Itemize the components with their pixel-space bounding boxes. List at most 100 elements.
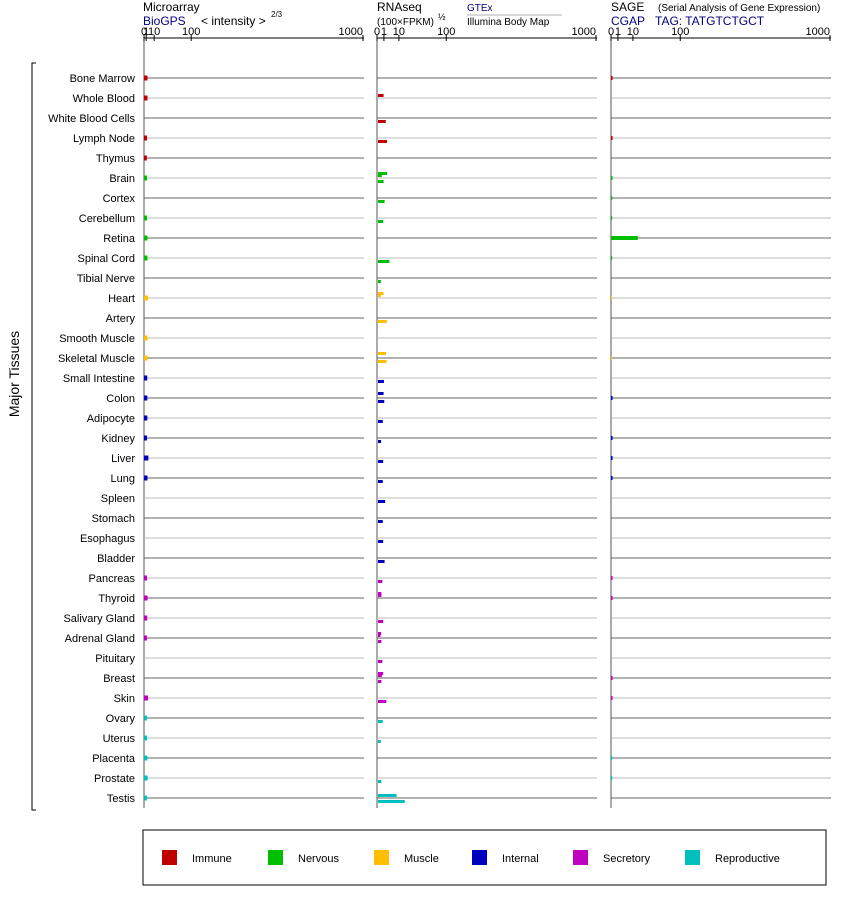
microarray-bar: [144, 575, 147, 581]
legend-swatch: [374, 850, 389, 865]
bars-layer: [144, 75, 638, 803]
rnaseq-extra-bar: [378, 392, 384, 395]
microarray-bar: [144, 395, 148, 401]
rnaseq-extra-bar: [378, 172, 388, 175]
tissue-bracket: [31, 62, 36, 811]
rnaseq-tick-label: 1000: [572, 26, 596, 38]
rnaseq-extra-bar: [378, 592, 382, 595]
microarray-bar: [144, 215, 147, 221]
sage-tick-label: 10: [627, 26, 639, 38]
tissue-label: Prostate: [94, 773, 135, 785]
gtex-link[interactable]: GTEx: [467, 3, 493, 14]
microarray-bar: [144, 295, 149, 301]
rnaseq-extra-bar: [378, 632, 382, 635]
rnaseq-illumina-bar: [378, 360, 387, 363]
tissue-label: Thyroid: [98, 593, 135, 605]
microarray-bar: [144, 435, 147, 441]
microarray-bar: [144, 255, 148, 261]
tissue-label: Cerebellum: [79, 213, 135, 225]
tissue-label: Tibial Nerve: [77, 273, 135, 285]
tissue-label: Adrenal Gland: [65, 633, 135, 645]
rnaseq-illumina-bar: [378, 400, 385, 403]
rnaseq-illumina-bar: [378, 220, 384, 223]
tissue-label: Spinal Cord: [78, 253, 135, 265]
rnaseq-gtex-bar: [378, 294, 381, 297]
illumina-label: Illumina Body Map: [467, 17, 550, 28]
sage-bar: [611, 676, 613, 680]
tissue-label: Skin: [114, 693, 135, 705]
microarray-bar: [144, 595, 148, 601]
rnaseq-illumina-bar: [378, 580, 383, 583]
sage-title: SAGE: [611, 0, 644, 14]
rnaseq-gtex-bar: [378, 674, 382, 677]
tissue-label: Skeletal Muscle: [58, 353, 135, 365]
tissue-label: Spleen: [101, 493, 135, 505]
rnaseq-illumina-bar: [378, 800, 405, 803]
microarray-bar: [144, 795, 147, 801]
sage-bar: [611, 396, 613, 400]
sage-bar: [611, 696, 613, 700]
rnaseq-gtex-bar: [378, 634, 381, 637]
legend-label: Secretory: [603, 853, 651, 865]
biogps-link[interactable]: BioGPS: [143, 14, 186, 28]
rnaseq-illumina-bar: [378, 500, 386, 503]
rnaseq-tick-label: 100: [437, 26, 455, 38]
cgap-link[interactable]: CGAP: [611, 14, 645, 28]
tissue-label: Testis: [107, 793, 136, 805]
rnaseq-illumina-bar: [378, 700, 387, 703]
microarray-tick-label: 100: [182, 26, 200, 38]
sage-bar: [611, 596, 613, 600]
rnaseq-illumina-bar: [378, 420, 383, 423]
sage-bar: [611, 216, 613, 220]
rnaseq-illumina-bar: [378, 380, 384, 383]
microarray-bar: [144, 455, 149, 461]
legend: Immune Nervous Muscle Internal Secretory Repr…: [162, 850, 780, 865]
rnaseq-illumina-bar: [378, 460, 384, 463]
sage-bar: [611, 196, 613, 200]
sage-bar: [611, 576, 613, 580]
tissue-label: Breast: [103, 673, 135, 685]
tissue-label: Bone Marrow: [70, 73, 135, 85]
rnaseq-illumina-bar: [378, 140, 388, 143]
microarray-title: Microarray: [143, 0, 200, 14]
rnaseq-illumina-bar: [378, 720, 383, 723]
rnaseq-tick-label: 0: [374, 26, 380, 38]
tissue-label: Stomach: [92, 513, 135, 525]
legend-swatch: [472, 850, 487, 865]
microarray-bar: [144, 755, 148, 761]
sage-bar: [611, 136, 613, 140]
sage-bar: [611, 256, 613, 260]
tissue-label: Cortex: [103, 193, 136, 205]
tissue-label: Kidney: [101, 433, 135, 445]
rnaseq-units-exponent: ½: [438, 12, 446, 22]
legend-swatch: [268, 850, 283, 865]
microarray-bar: [144, 135, 147, 141]
microarray-bar: [144, 715, 147, 721]
microarray-bar: [144, 735, 147, 741]
tissue-label: Artery: [106, 313, 136, 325]
rnaseq-illumina-bar: [378, 660, 383, 663]
tissue-label: Esophagus: [80, 533, 136, 545]
legend-label: Internal: [502, 853, 539, 865]
microarray-bar: [144, 615, 148, 621]
rnaseq-illumina-bar: [378, 780, 382, 783]
sage-tick-label: 0: [608, 26, 614, 38]
tissue-label: Lung: [111, 473, 135, 485]
microarray-tick-label: 1: [143, 26, 149, 38]
rnaseq-extra-bar: [378, 672, 384, 675]
tissue-label: Ovary: [106, 713, 136, 725]
microarray-bar: [144, 175, 147, 181]
sage-bar: [611, 776, 613, 780]
y-group-label: Major Tissues: [6, 331, 22, 417]
sage-bar: [611, 356, 612, 360]
microarray-tick-label: 10: [148, 26, 160, 38]
tissue-label: Thymus: [96, 153, 136, 165]
sage-bar: [611, 236, 638, 240]
tissue-label: White Blood Cells: [48, 113, 135, 125]
microarray-bar: [144, 415, 148, 421]
tissue-label: Liver: [111, 453, 135, 465]
microarray-tick-label: 0: [141, 26, 147, 38]
rnaseq-illumina-bar: [378, 440, 382, 443]
